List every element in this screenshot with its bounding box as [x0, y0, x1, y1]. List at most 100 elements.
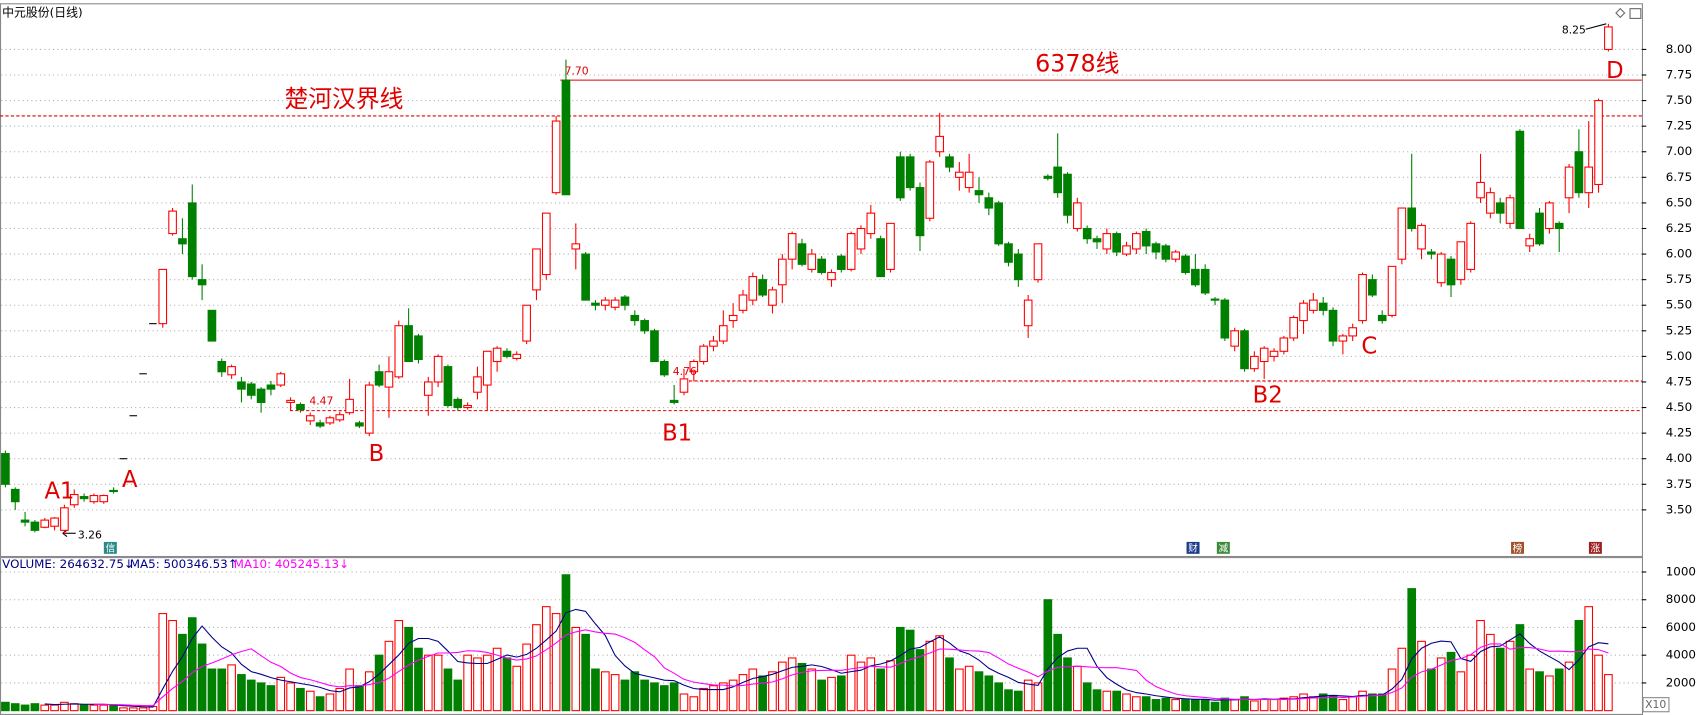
volume-bar: [669, 682, 679, 712]
candle-body: [1279, 337, 1289, 352]
volume-bar: [1456, 671, 1466, 712]
volume-bar: [1004, 689, 1013, 712]
volume-bar: [964, 665, 974, 712]
candle-body: [1210, 298, 1220, 301]
legend-entry: MA5: 500346.53↑: [130, 557, 238, 571]
volume-bar: [20, 704, 30, 712]
volume-bar: [128, 707, 138, 712]
candle-body: [237, 381, 246, 390]
candle-body: [905, 156, 915, 189]
volume-bar: [1014, 690, 1023, 712]
toolbar-icon[interactable]: [1615, 7, 1626, 19]
candle-body: [1171, 251, 1181, 260]
candle-body: [20, 519, 30, 523]
candle-body: [1122, 245, 1131, 255]
candle-body: [109, 489, 118, 493]
candle-body: [807, 253, 817, 270]
candle-body: [797, 243, 807, 265]
volume-bar: [1073, 665, 1082, 712]
volume-bar: [502, 657, 512, 712]
y-tick-label: 20000: [1666, 675, 1696, 689]
volume-bar: [1486, 633, 1495, 712]
volume-bar: [305, 690, 315, 712]
volume-bar: [492, 647, 502, 712]
volume-bar: [1377, 693, 1387, 712]
volume-bar: [1466, 654, 1476, 712]
volume-bar: [89, 704, 99, 712]
volume-bar: [1210, 701, 1220, 712]
volume-bar: [1525, 668, 1535, 712]
volume-bar: [414, 647, 423, 712]
candle-body: [1318, 302, 1328, 311]
candle-body: [1594, 100, 1603, 186]
volume-bar: [463, 654, 472, 712]
volume-bar: [974, 671, 984, 712]
volume-bar: [473, 657, 482, 712]
toolbar-icon[interactable]: [1629, 8, 1642, 19]
candle-body: [50, 517, 59, 527]
y-tick-label: 7.50: [1666, 93, 1692, 107]
volume-bar: [935, 635, 944, 712]
y-tick-label: 5.00: [1666, 349, 1692, 363]
volume-bar: [955, 668, 964, 712]
candle-body: [473, 376, 482, 393]
y-tick-label: 5.25: [1666, 323, 1692, 337]
volume-bar: [827, 676, 836, 712]
candle-body: [1259, 347, 1269, 363]
candle-body: [217, 360, 227, 373]
volume-bar: [561, 574, 571, 712]
volume-bar: [807, 668, 817, 712]
volume-bar: [532, 624, 541, 712]
price-label: 4.47: [309, 394, 333, 407]
volume-bar: [1446, 651, 1456, 712]
candle-body: [846, 233, 856, 270]
candle-body: [30, 521, 40, 531]
candle-body: [886, 222, 895, 270]
candle-body: [187, 202, 197, 278]
candle-body: [1486, 192, 1495, 214]
volume-bar: [1122, 693, 1131, 712]
candle-body: [276, 373, 286, 386]
price-label: 3.26: [78, 528, 102, 541]
y-tick-label: 7.00: [1666, 144, 1692, 158]
volume-bar: [1348, 696, 1358, 712]
candle-body: [620, 296, 630, 306]
candle-body: [718, 325, 728, 342]
candle-body: [1476, 181, 1485, 199]
volume-bar: [109, 704, 118, 712]
volume-bar: [256, 682, 266, 712]
candle-body: [1456, 241, 1466, 281]
candle-body: [10, 488, 20, 503]
candle-body: [256, 388, 266, 403]
candle-body: [99, 495, 109, 503]
volume-bar: [1594, 654, 1603, 712]
candle-body: [679, 378, 689, 393]
volume-bar: [709, 685, 718, 712]
price-line-label: 楚河汉界线: [284, 85, 403, 113]
candle-body: [1545, 202, 1554, 230]
annotation: B2: [1253, 382, 1283, 408]
candle-body: [1004, 243, 1013, 263]
candle-body: [1299, 302, 1308, 322]
candle-body: [296, 403, 305, 411]
y-tick-label: 4.75: [1666, 374, 1692, 388]
candle-body: [915, 187, 925, 237]
candle-body: [1446, 258, 1456, 286]
volume-bar: [1, 701, 10, 712]
price-label: 7.70: [565, 64, 589, 77]
candle-body: [364, 384, 374, 434]
event-icon: [1186, 541, 1200, 554]
candle-body: [738, 294, 748, 311]
volume-bar: [79, 704, 89, 712]
candle-body: [876, 238, 885, 278]
legend-entry: VOLUME: 264632.75↓: [2, 557, 134, 571]
volume-bar: [1505, 640, 1515, 712]
annotation: B: [369, 441, 385, 467]
candle-body: [1073, 202, 1082, 230]
candle-body: [748, 276, 758, 301]
y-tick-label: 5.50: [1666, 298, 1692, 312]
candle-body: [1466, 222, 1476, 270]
volume-bar: [1564, 661, 1574, 712]
volume-bar: [1309, 696, 1318, 712]
